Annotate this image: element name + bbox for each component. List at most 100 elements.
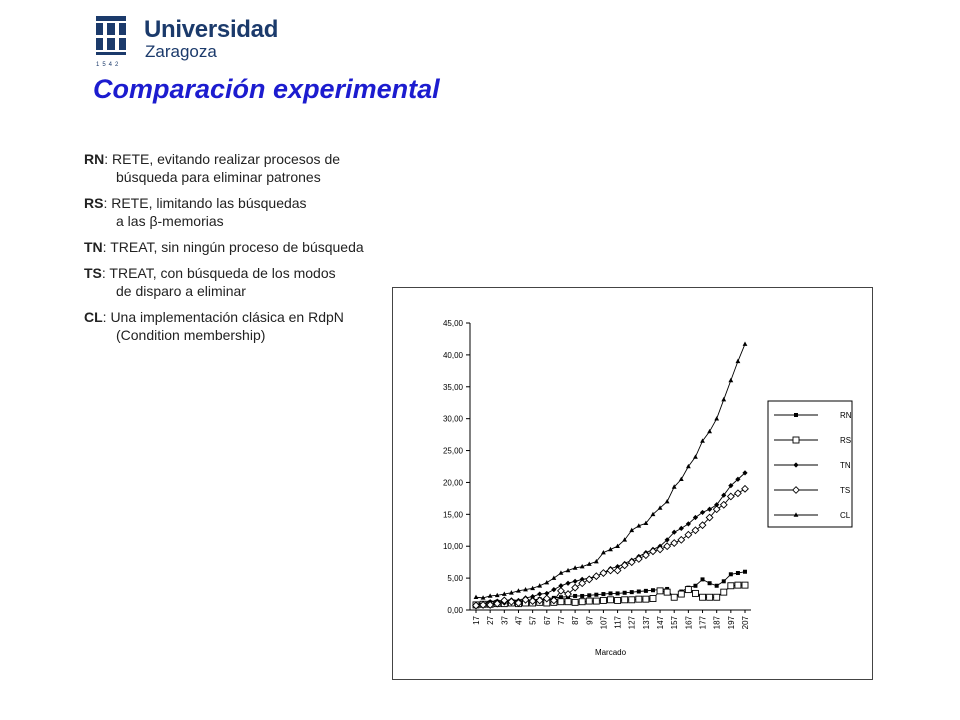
data-point-cl [544,579,550,585]
definition-ts: TS: TREAT, con búsqueda de los modos de … [84,264,414,300]
data-point-cl [586,561,592,566]
data-point-ts [670,539,679,547]
definition-text: : RETE, evitando realizar procesos de [104,151,341,167]
legend-label-rs: RS [840,436,851,445]
data-point-ts [514,599,523,607]
data-point-ts [641,551,650,560]
data-point-ts [691,526,700,535]
data-point-ts [521,595,530,604]
data-point-rs [677,590,685,598]
data-point-ts [705,513,714,522]
legend-marker-cl [793,512,799,517]
data-point-cl [615,543,620,549]
data-point-rs [684,586,692,594]
x-axis-label: Marcado [595,648,627,657]
data-point-rn [735,571,740,576]
data-point-ts [472,601,480,610]
legend-label-rn: RN [840,411,852,420]
data-point-ts [620,561,629,570]
data-point-cl [494,592,500,598]
data-point-rn [721,579,726,584]
definition-rs: RS: RETE, limitando las búsquedas a las … [84,194,414,230]
data-point-cl [579,564,585,569]
data-point-ts [634,555,643,563]
data-point-ts [656,545,664,554]
data-point-cl [480,595,486,600]
data-point-ts [528,597,537,606]
data-point-ts [698,521,707,530]
data-point-rn [693,583,698,588]
chart-frame: 0,00 5,00 10,00 15,00 20,00 25,00 30,00 35,00 40… [392,287,873,680]
y-tick-label: 35,00 [443,383,464,392]
data-point-rs [578,598,586,606]
definition-abbr: RN [84,151,105,167]
data-point-tn [530,594,536,600]
data-point-rs [691,589,699,597]
data-point-rs [621,596,629,604]
data-point-rs [649,595,657,602]
data-point-rn [643,588,648,593]
data-point-rn [608,591,613,596]
definition-text: : TREAT, sin ningún proceso de búsqueda [102,239,364,255]
data-point-rn [615,591,620,596]
data-point-rs [564,598,572,606]
data-point-tn [728,483,734,489]
legend-label-tn: TN [840,461,851,470]
y-tick-label: 10,00 [443,542,464,551]
data-point-cl [657,505,663,510]
data-point-rn [622,590,627,595]
data-point-cl [664,498,670,504]
data-point-cl [473,594,479,600]
x-tick-label: 87 [571,615,580,624]
data-point-rn [707,581,712,586]
data-point-ts [726,492,735,501]
definition-text-cont: a las β-memorias [116,213,224,229]
data-point-tn [742,470,748,476]
data-point-cl [714,416,720,421]
data-point-cl [608,546,613,552]
definition-text-cont: búsqueda para eliminar patrones [116,169,321,185]
data-point-rn [743,569,747,574]
legend-label-ts: TS [840,486,850,495]
x-tick-label: 197 [727,615,736,629]
definition-tn: TN: TREAT, sin ningún proceso de búsqued… [84,238,414,256]
data-point-cl [551,575,557,580]
definition-abbr: TS [84,265,102,281]
data-point-ts [627,558,636,567]
data-point-ts [684,530,693,539]
x-tick-label: 127 [628,615,637,629]
data-point-tn [678,525,684,531]
data-point-cl [700,438,705,443]
definition-text-cont: de disparo a eliminar [116,283,246,299]
data-point-ts [564,590,572,598]
data-point-rn [636,589,641,594]
data-point-ts [479,600,488,609]
data-point-tn [721,492,727,498]
definition-abbr: TN [84,239,103,255]
series-line-cl [475,343,746,599]
y-tick-label: 45,00 [443,319,464,328]
legend-marker-rs [792,436,800,444]
data-point-rs [635,595,643,603]
data-point-cl [678,476,684,482]
series-line-tn [475,472,746,605]
data-point-cl [636,523,642,528]
data-point-cl [537,583,543,588]
definition-rn: RN: RETE, evitando realizar procesos de … [84,150,414,186]
data-point-ts [493,599,502,608]
x-tick-label: 157 [670,615,679,629]
definition-cl: CL: Una implementación clásica en RdpN (… [84,308,414,344]
data-point-rn [714,583,719,588]
data-point-tn [707,506,713,512]
data-point-rn [629,590,634,595]
data-point-rn [700,577,705,582]
x-tick-label: 167 [684,615,693,629]
data-point-ts [542,594,551,603]
line-chart: 0,00 5,00 10,00 15,00 20,00 25,00 30,00 35,00 40… [443,319,853,657]
data-point-rs [656,587,664,595]
data-point-ts [712,505,721,514]
university-crest-icon: 1542 [96,16,126,68]
data-point-ts [500,596,509,605]
data-point-rs [628,596,636,604]
x-tick-label: 47 [514,615,523,624]
